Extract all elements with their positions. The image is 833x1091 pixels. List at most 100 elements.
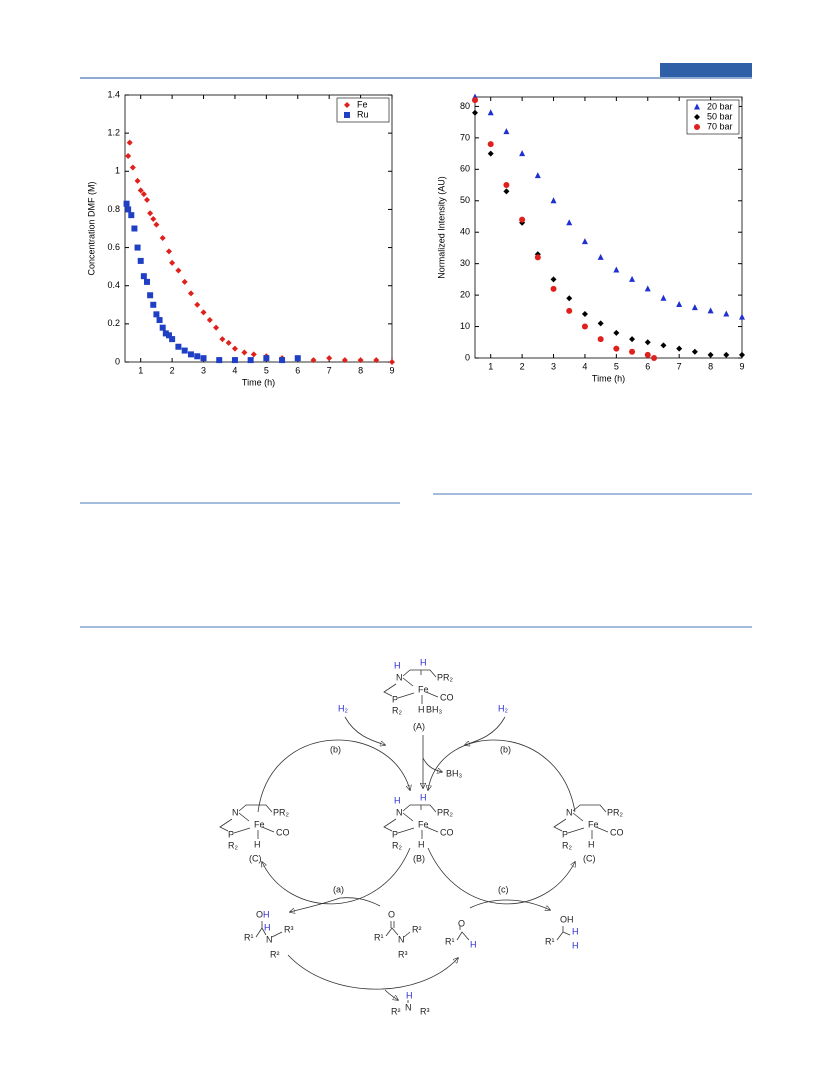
point — [219, 336, 226, 343]
y-tick-label: 30 — [460, 258, 470, 268]
point — [231, 357, 238, 364]
plot-frame — [474, 96, 743, 359]
bond — [595, 826, 609, 833]
point — [181, 347, 188, 354]
scheme-text: H — [420, 657, 427, 667]
point — [165, 332, 172, 339]
point — [503, 128, 510, 135]
chart-right: 0 10 20 30 40 50 60 70 80 1 2 3 4 5 6 7 8 9 Time (h) Normal… — [436, 93, 745, 383]
point — [707, 351, 714, 358]
bond — [572, 804, 607, 813]
point — [126, 139, 133, 146]
bond — [271, 931, 283, 938]
scheme-text: P — [562, 829, 568, 839]
point — [519, 150, 526, 157]
scheme-text: Fe — [254, 819, 265, 829]
scheme-text: R₂ — [562, 840, 572, 850]
scheme-text: R₂ — [392, 705, 402, 715]
point — [503, 182, 510, 189]
scheme-text: H — [418, 839, 425, 849]
point — [676, 301, 683, 308]
point — [723, 310, 730, 317]
point — [676, 345, 683, 352]
legend-label: 50 bar — [707, 111, 733, 121]
point — [128, 212, 135, 219]
legend-marker — [694, 114, 700, 120]
scheme-text: OH — [560, 914, 574, 924]
point — [691, 348, 698, 355]
point — [129, 164, 136, 171]
point — [644, 285, 651, 292]
scheme-text: H — [406, 990, 413, 1000]
point — [137, 257, 144, 264]
y-tick-label: 70 — [460, 132, 470, 142]
point — [134, 177, 141, 184]
scheme-text: CO — [440, 692, 454, 702]
point — [487, 150, 494, 157]
scheme-text: (b) — [500, 744, 511, 754]
point — [534, 254, 541, 261]
point — [660, 342, 667, 349]
point — [125, 206, 132, 213]
y-tick-label: 60 — [460, 164, 470, 174]
x-tick-label: 9 — [389, 365, 394, 375]
point — [373, 357, 380, 364]
bond — [553, 818, 567, 832]
point — [159, 324, 166, 331]
scheme-text: R₂ — [392, 840, 402, 850]
scheme-text: R₂ — [228, 840, 238, 850]
bond — [402, 677, 414, 687]
arrow — [339, 897, 381, 907]
arrow — [290, 897, 341, 912]
point — [487, 109, 494, 116]
plot-frame — [124, 94, 393, 363]
bond — [261, 927, 267, 936]
bond — [402, 804, 437, 813]
x-tick-label: 5 — [614, 361, 619, 371]
x-tick-label: 4 — [582, 361, 587, 371]
y-axis-label: Concentration DMF (M) — [86, 181, 96, 275]
bond — [238, 812, 250, 822]
bond — [261, 826, 275, 833]
y-tick-label: 0.2 — [107, 318, 120, 328]
point — [153, 311, 160, 318]
arrow — [427, 847, 575, 905]
x-tick-label: 2 — [170, 365, 175, 375]
scheme-text: P — [228, 829, 234, 839]
point — [187, 351, 194, 358]
legend-label: Ru — [357, 109, 369, 119]
scheme-text: (b) — [330, 744, 341, 754]
legend-marker — [694, 124, 700, 130]
scheme-text: P — [392, 829, 398, 839]
point — [566, 295, 573, 302]
bond — [567, 827, 585, 834]
point — [566, 219, 573, 226]
legend-label: 20 bar — [707, 101, 733, 111]
y-tick-label: 0 — [115, 356, 120, 366]
point — [629, 336, 636, 343]
y-axis-label: Normalized Intensity (AU) — [436, 176, 446, 279]
x-tick-label: 3 — [551, 361, 556, 371]
point — [147, 292, 154, 299]
point — [153, 221, 160, 228]
scheme-text: (C) — [249, 853, 262, 863]
point — [629, 348, 636, 355]
bond — [403, 931, 411, 938]
point — [194, 301, 201, 308]
y-tick-label: 20 — [460, 289, 470, 299]
point — [216, 357, 223, 364]
point — [250, 351, 257, 358]
arrow — [422, 757, 442, 772]
point — [581, 310, 588, 317]
point — [597, 253, 604, 260]
point — [294, 355, 301, 362]
x-tick-label: 6 — [645, 361, 650, 371]
point — [125, 153, 132, 160]
point — [181, 278, 188, 285]
point — [206, 317, 213, 324]
point — [194, 353, 201, 360]
scheme-text: Fe — [418, 684, 429, 694]
scheme-text: (a) — [333, 884, 344, 894]
legend-marker — [344, 112, 350, 118]
x-tick-label: 1 — [488, 361, 493, 371]
